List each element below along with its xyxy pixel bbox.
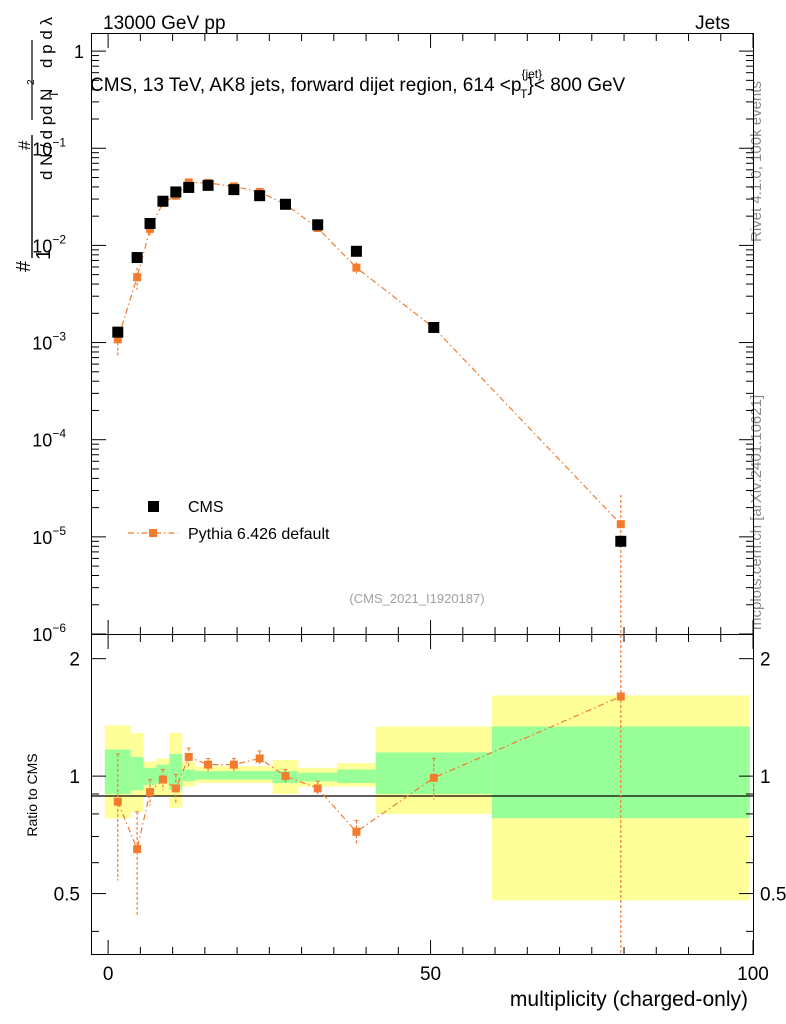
- main-y-tick-label: 10−2: [32, 232, 66, 256]
- ratio-axis-ticks: 0 50 100 0.5 0.5 1 1 2 2: [54, 635, 786, 985]
- ratio-panel-frame: [91, 634, 754, 955]
- legend-cms-label: CMS: [188, 499, 224, 516]
- pythia-ratio-point: [204, 760, 213, 769]
- legend: CMS Pythia 6.426 default: [128, 499, 330, 543]
- svg-text:d N / d p: d N / d p: [37, 116, 56, 180]
- main-ylabel: # 1 d N / d p T # d N 2 d p d λ: [13, 16, 61, 272]
- pythia-main-line: [117, 181, 622, 525]
- svg-text:1: 1: [33, 249, 55, 260]
- pythia-main-point: [133, 273, 142, 282]
- cms-main-point: [131, 252, 143, 264]
- pythia-ratio-point: [281, 772, 290, 781]
- cms-main-point: [202, 179, 214, 191]
- ratio-x-tick-label: 0: [103, 964, 114, 985]
- cms-main-point: [428, 321, 440, 333]
- ratio-y-tick-label: 2: [760, 650, 771, 671]
- main-y-tick-label: 10−3: [32, 330, 66, 354]
- main-y-tick-label: 10−6: [32, 621, 66, 645]
- header-right: Jets: [695, 13, 730, 34]
- ratio-bands: [104, 695, 750, 901]
- ratio-band-green: [182, 769, 196, 782]
- pythia-main-point: [113, 335, 122, 344]
- svg-text:T: T: [47, 90, 61, 98]
- ratio-band-green: [298, 772, 338, 782]
- cms-main-point: [254, 190, 266, 202]
- ratio-y-tick-label: 0.5: [760, 885, 786, 906]
- ratio-x-tick-label: 50: [420, 964, 441, 985]
- main-y-tick-label: 10−1: [32, 135, 66, 159]
- pythia-ratio-point: [158, 775, 167, 784]
- plot-title: CMS, 13 TeV, AK8 jets, forward dijet reg…: [90, 67, 626, 101]
- x-axis-label: multiplicity (charged-only): [510, 988, 748, 1011]
- pythia-ratio-point: [229, 760, 238, 769]
- cms-main-point: [183, 181, 195, 193]
- legend-cms-marker: [148, 501, 159, 512]
- cms-main-point: [615, 535, 627, 547]
- pythia-ratio-point: [313, 784, 322, 793]
- pythia-main-point: [616, 520, 625, 529]
- ratio-y-tick-label: 0.5: [54, 885, 80, 906]
- ratio-band-green: [143, 767, 157, 785]
- pythia-series-ratio: [113, 634, 625, 954]
- ratio-band-green: [130, 756, 144, 791]
- pythia-ratio-point: [113, 797, 122, 806]
- ratio-y-tick-label: 1: [760, 767, 771, 788]
- ratio-band-green: [337, 769, 376, 784]
- analysis-watermark: (CMS_2021_I1920187): [349, 591, 484, 606]
- main-axis-ticks: 10−6 10−5 10−4 10−3 10−2 10−1 1: [32, 34, 754, 645]
- pythia-ratio-point: [429, 773, 438, 782]
- pythia-ratio-point: [133, 845, 142, 854]
- cms-main-point: [279, 198, 291, 210]
- cms-main-point: [112, 326, 124, 338]
- pythia-series-main: [113, 178, 625, 634]
- pythia-ratio-point: [171, 784, 180, 793]
- header-left: 13000 GeV pp: [103, 13, 226, 34]
- ratio-y-tick-label: 1: [69, 767, 80, 788]
- main-y-tick-label: 1: [74, 42, 84, 62]
- svg-text:d p d λ: d p d λ: [37, 16, 56, 68]
- pythia-ratio-point: [184, 752, 193, 761]
- cms-main-point: [144, 218, 156, 230]
- cms-main-point: [350, 245, 362, 257]
- legend-pythia-marker: [149, 529, 157, 537]
- pythia-ratio-point: [616, 692, 625, 701]
- pythia-main-point: [352, 263, 361, 272]
- main-panel-frame: [91, 33, 754, 635]
- cms-main-point: [157, 195, 169, 207]
- svg-text:d N: d N: [37, 89, 56, 115]
- pythia-ratio-point: [255, 754, 264, 763]
- rivet-label: Rivet 4.1.0, 100k events: [748, 81, 765, 242]
- ratio-x-tick-label: 100: [737, 964, 769, 985]
- cms-main-point: [228, 184, 240, 196]
- svg-text:#: #: [15, 140, 34, 150]
- cms-main-point: [312, 219, 324, 231]
- ratio-y-tick-label: 2: [69, 650, 80, 671]
- ratio-band-green: [195, 771, 273, 780]
- legend-pythia-label: Pythia 6.426 default: [188, 526, 330, 543]
- pythia-ratio-point: [146, 788, 155, 797]
- main-y-tick-label: 10−4: [32, 427, 66, 451]
- svg-text:#: #: [13, 260, 35, 272]
- pythia-ratio-point: [352, 827, 361, 836]
- ratio-ylabel: Ratio to CMS: [24, 753, 40, 836]
- cms-main-point: [170, 186, 182, 198]
- main-y-tick-label: 10−5: [32, 524, 66, 548]
- mcplots-label: mcplots.cern.ch [arXiv:2401.10621]: [748, 395, 765, 630]
- cms-series-main: [112, 179, 627, 547]
